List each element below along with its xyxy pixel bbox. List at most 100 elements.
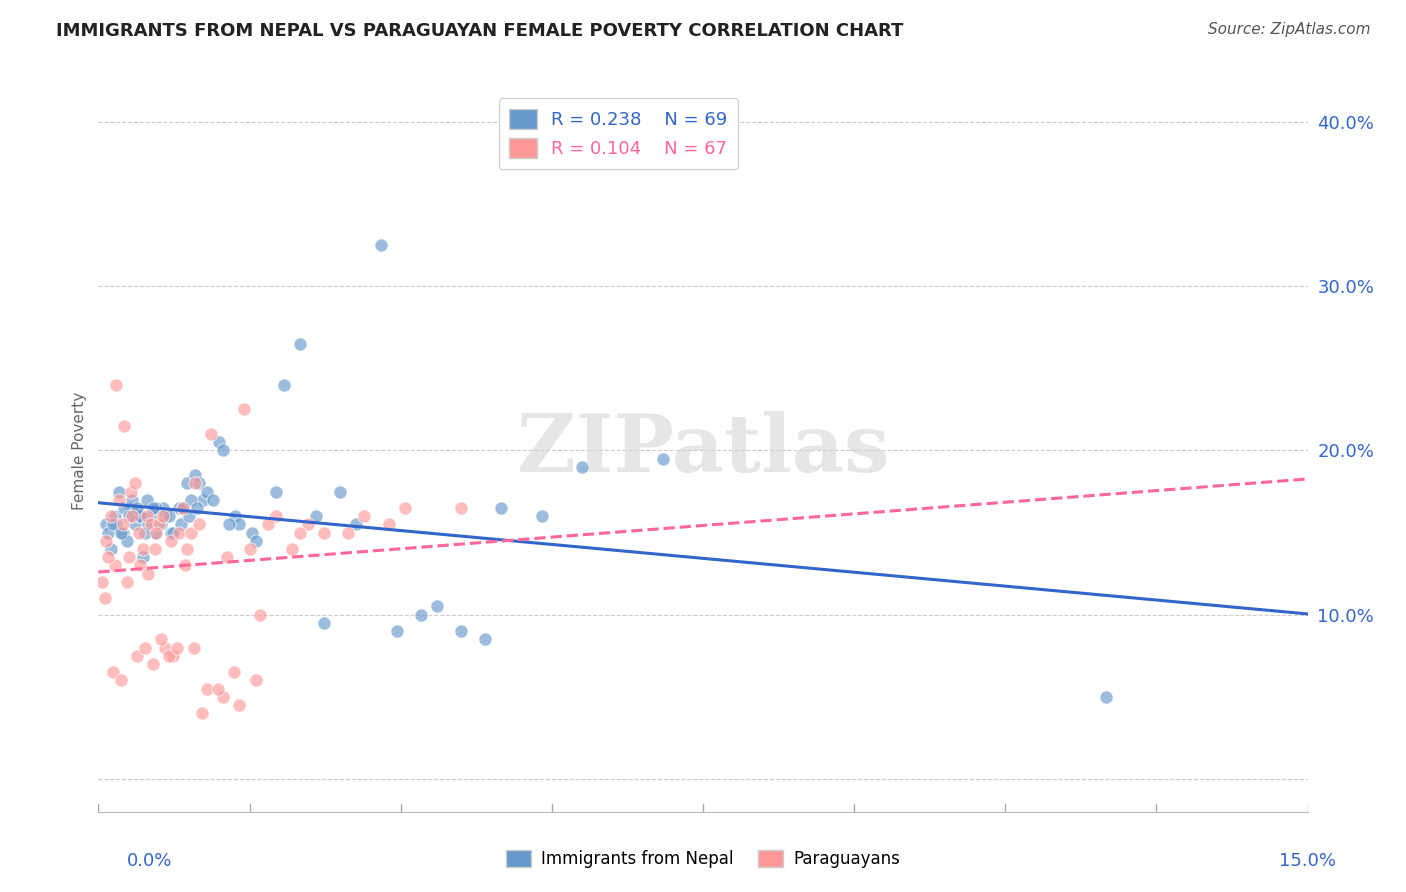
Point (180, 492, 202, 507)
Point (174, 558, 197, 573)
Point (91, 574, 114, 589)
Point (245, 673, 267, 688)
Point (245, 533, 267, 548)
Point (107, 484, 129, 499)
Point (200, 427, 222, 442)
Point (121, 509, 143, 524)
Point (150, 517, 173, 532)
Point (107, 492, 129, 507)
Point (193, 492, 215, 507)
Point (207, 681, 229, 696)
Point (139, 517, 162, 532)
Point (142, 500, 165, 515)
Point (135, 492, 157, 507)
Point (153, 640, 176, 655)
Point (169, 517, 191, 532)
Point (127, 500, 149, 515)
Point (190, 706, 212, 721)
Point (157, 648, 180, 663)
Point (353, 509, 375, 524)
Point (409, 607, 432, 622)
Point (132, 541, 155, 556)
Text: Source: ZipAtlas.com: Source: ZipAtlas.com (1208, 22, 1371, 37)
Point (166, 640, 188, 655)
Text: 15.0%: 15.0% (1278, 852, 1336, 870)
Point (145, 525, 167, 540)
Point (249, 607, 271, 622)
Point (344, 517, 367, 532)
Point (167, 500, 190, 515)
Point (134, 640, 156, 655)
Point (228, 517, 250, 532)
Point (212, 443, 235, 458)
Point (1095, 690, 1118, 704)
Point (530, 509, 553, 524)
Point (256, 517, 278, 532)
Text: 0.0%: 0.0% (127, 852, 172, 870)
Point (153, 509, 176, 524)
Point (103, 558, 125, 573)
Point (297, 517, 319, 532)
Point (264, 509, 287, 524)
Point (152, 509, 174, 524)
Point (139, 509, 162, 524)
Point (142, 657, 165, 671)
Point (337, 525, 360, 540)
Point (264, 484, 287, 499)
Point (94, 591, 117, 606)
Point (150, 632, 173, 647)
Point (129, 509, 152, 524)
Point (201, 492, 224, 507)
Point (370, 238, 392, 252)
Point (110, 673, 132, 688)
Point (134, 525, 156, 540)
Point (314, 525, 336, 540)
Point (232, 402, 254, 417)
Point (222, 665, 245, 680)
Legend: R = 0.238    N = 69, R = 0.104    N = 67: R = 0.238 N = 69, R = 0.104 N = 67 (499, 98, 738, 169)
Point (377, 517, 399, 532)
Point (218, 517, 240, 532)
Point (101, 665, 124, 680)
Point (152, 500, 174, 515)
Point (132, 550, 155, 565)
Point (162, 648, 184, 663)
Point (148, 517, 170, 532)
Point (394, 500, 416, 515)
Point (157, 509, 180, 524)
Point (96, 517, 118, 532)
Text: ZIPatlas: ZIPatlas (517, 411, 889, 490)
Point (177, 509, 200, 524)
Text: IMMIGRANTS FROM NEPAL VS PARAGUAYAN FEMALE POVERTY CORRELATION CHART: IMMIGRANTS FROM NEPAL VS PARAGUAYAN FEMA… (56, 22, 904, 40)
Point (281, 541, 304, 556)
Point (105, 377, 128, 392)
Point (160, 525, 183, 540)
Point (184, 468, 207, 483)
Point (288, 336, 311, 351)
Point (111, 525, 134, 540)
Point (100, 509, 122, 524)
Point (115, 574, 138, 589)
Point (188, 517, 211, 532)
Point (491, 500, 513, 515)
Point (124, 476, 146, 491)
Point (450, 624, 472, 639)
Point (120, 484, 142, 499)
Point (128, 509, 150, 524)
Point (129, 558, 152, 573)
Point (145, 500, 167, 515)
Point (127, 648, 149, 663)
Point (111, 517, 134, 532)
Point (183, 640, 205, 655)
Point (167, 525, 190, 540)
Point (103, 509, 125, 524)
Point (212, 690, 235, 704)
Point (273, 377, 295, 392)
Point (450, 500, 472, 515)
Point (651, 451, 673, 466)
Point (176, 541, 198, 556)
Point (112, 418, 135, 433)
Point (115, 533, 138, 548)
Point (124, 517, 146, 532)
Point (110, 525, 132, 540)
